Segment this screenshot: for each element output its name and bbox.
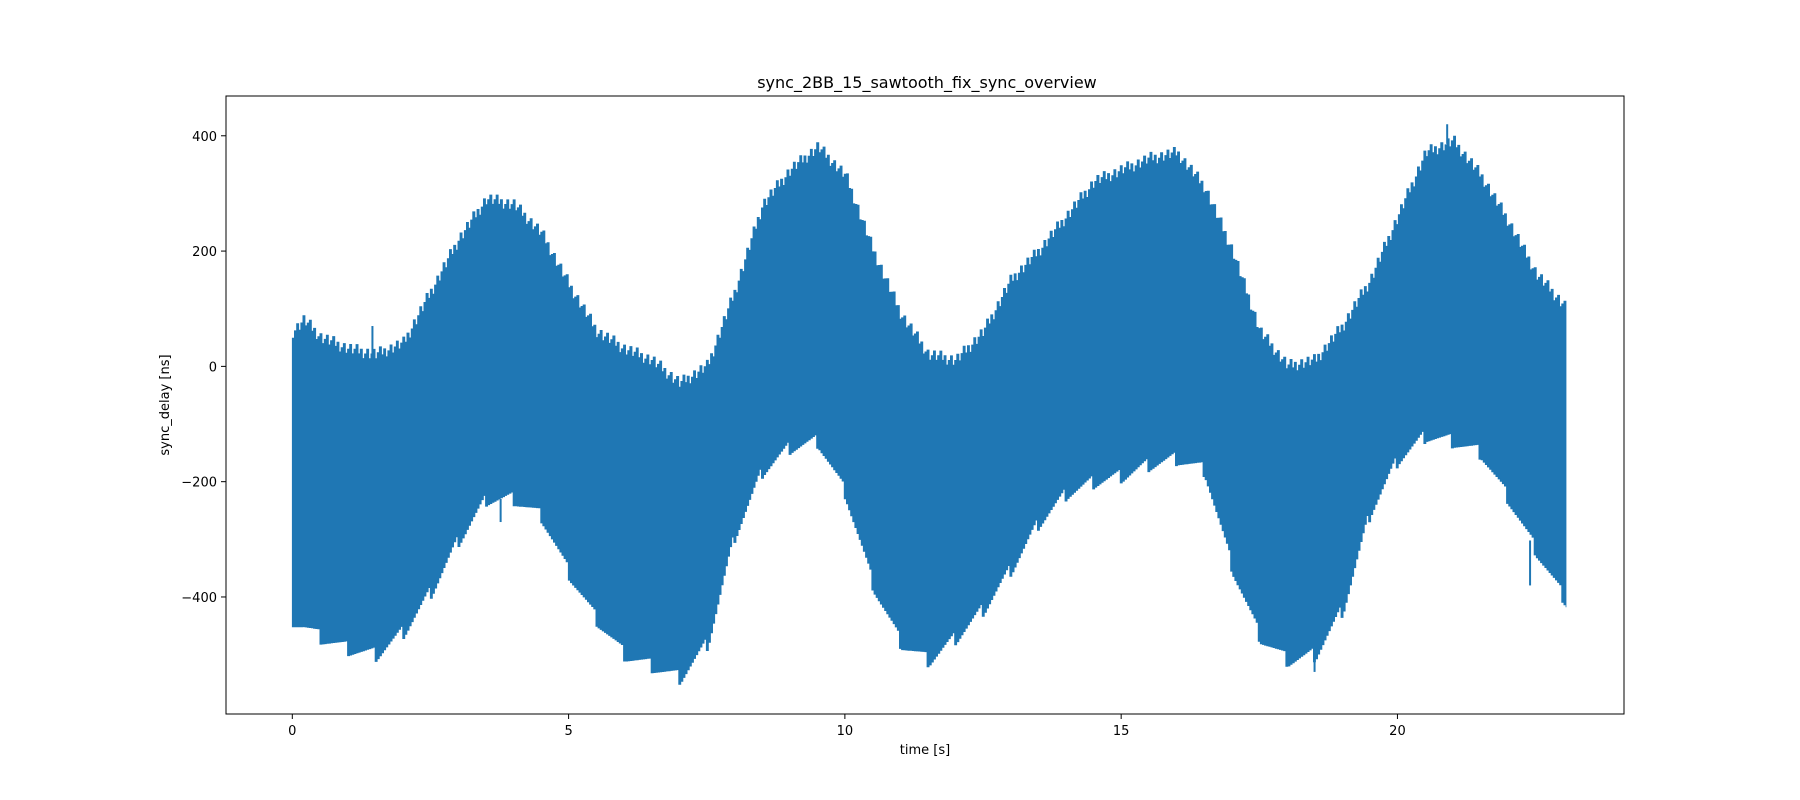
y-tick-label-0: 0 bbox=[209, 360, 217, 375]
y-tick-label--200: −200 bbox=[181, 476, 217, 491]
x-tick-label-20: 20 bbox=[1389, 724, 1406, 739]
x-tick-label-5: 5 bbox=[564, 724, 572, 739]
y-tick-label--400: −400 bbox=[181, 591, 217, 606]
plot-frame bbox=[225, 95, 1625, 715]
sync-delay-band bbox=[291, 135, 1567, 685]
y-tick-label-400: 400 bbox=[192, 130, 217, 145]
x-axis-label: time [s] bbox=[900, 743, 950, 758]
x-tick-label-0: 0 bbox=[288, 724, 296, 739]
plot-area bbox=[291, 124, 1567, 685]
chart-title: sync_2BB_15_sawtooth_fix_sync_overview bbox=[757, 73, 1097, 93]
y-axis: −400 −200 0 200 400 bbox=[181, 130, 226, 606]
y-axis-label: sync_delay [ns] bbox=[158, 354, 173, 455]
x-tick-label-15: 15 bbox=[1113, 724, 1130, 739]
x-axis: 0 5 10 15 20 bbox=[288, 714, 1406, 739]
y-tick-label-200: 200 bbox=[192, 245, 217, 260]
x-tick-label-10: 10 bbox=[837, 724, 854, 739]
